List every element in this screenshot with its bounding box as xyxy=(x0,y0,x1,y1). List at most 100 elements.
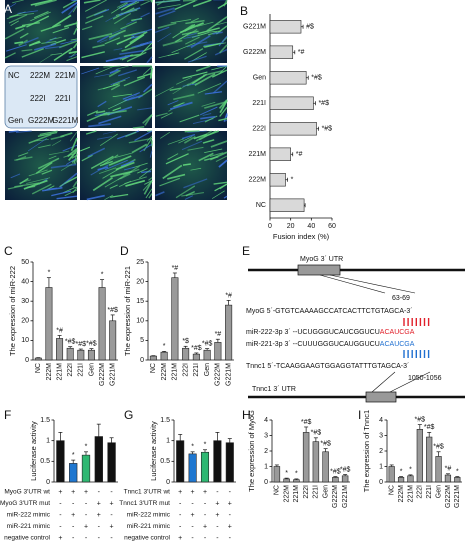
table-sign: + xyxy=(84,523,88,530)
x-tick-label: 222I xyxy=(67,363,74,377)
fiber xyxy=(139,143,153,153)
fiber xyxy=(15,130,32,133)
table-sign: - xyxy=(110,489,113,496)
table-sign: - xyxy=(98,535,101,542)
table-row-label: negative control xyxy=(4,535,50,542)
fiber xyxy=(10,173,21,179)
significance: *#$ xyxy=(202,340,213,347)
fiber xyxy=(95,65,115,75)
fiber xyxy=(17,10,38,14)
utr-box xyxy=(365,391,397,403)
fiber xyxy=(10,12,35,17)
x-tick-label: 20 xyxy=(287,223,295,230)
fiber xyxy=(200,106,218,116)
x-tick-label: 221I xyxy=(78,363,85,377)
fiber xyxy=(130,1,140,7)
table-sign: - xyxy=(59,523,62,530)
bar xyxy=(269,96,314,110)
fiber xyxy=(64,189,78,197)
legend-entry: 221I xyxy=(55,94,71,103)
bar xyxy=(225,304,233,361)
fiber xyxy=(81,25,93,31)
y-tick-label: 10 xyxy=(136,318,144,325)
x-tick-label: G222M xyxy=(445,485,452,508)
fiber xyxy=(157,22,177,29)
x-tick-label: 40 xyxy=(307,223,315,230)
y-tick-label: 1.5 xyxy=(40,417,50,424)
fiber xyxy=(181,133,196,140)
bar xyxy=(426,436,433,483)
y-tick-label: 0.5 xyxy=(40,458,50,465)
legend-entry: NC xyxy=(8,71,20,80)
table-sign: + xyxy=(178,535,182,542)
fiber xyxy=(219,65,228,75)
fiber xyxy=(170,19,192,24)
fiber xyxy=(202,139,215,144)
fiber xyxy=(143,180,153,195)
fiber xyxy=(126,51,147,63)
table-sign: + xyxy=(215,512,219,519)
x-tick-label: NC xyxy=(35,363,42,373)
fiber xyxy=(149,67,153,79)
fiber xyxy=(123,166,135,171)
x-tick-label: 60 xyxy=(328,223,336,230)
fiber xyxy=(120,21,137,30)
y-tick-label: 0 xyxy=(379,479,383,486)
y-tick-label: 1 xyxy=(264,463,268,470)
table-sign: - xyxy=(72,535,75,542)
fiber xyxy=(79,146,91,152)
fiber xyxy=(4,52,16,59)
fiber xyxy=(41,40,57,44)
fiber xyxy=(14,156,33,161)
significance: * xyxy=(285,470,288,477)
fiber xyxy=(26,15,50,28)
y-tick-label: 221I xyxy=(252,100,266,107)
connector xyxy=(319,274,386,294)
bar xyxy=(192,353,200,361)
significance: *# xyxy=(225,292,232,299)
fiber xyxy=(103,110,127,115)
table-sign: - xyxy=(59,500,62,507)
fiber xyxy=(131,28,153,37)
fiber xyxy=(96,35,110,43)
y-tick-label: 40 xyxy=(21,278,29,285)
fiber xyxy=(154,26,170,33)
fiber xyxy=(60,163,74,172)
fiber xyxy=(184,130,200,133)
y-tick-label: 0 xyxy=(264,479,268,486)
fiber xyxy=(67,147,78,158)
fiber xyxy=(175,185,196,199)
table-sign: - xyxy=(179,500,182,507)
panel-label: C xyxy=(4,244,13,258)
bar xyxy=(200,451,210,483)
table-sign: - xyxy=(229,512,232,519)
x-tick-label: 222I xyxy=(417,485,424,499)
bar xyxy=(388,466,395,483)
table-row-label: miR-222 mimic xyxy=(7,512,51,519)
bar xyxy=(454,477,461,483)
fiber xyxy=(137,168,148,174)
bar xyxy=(94,436,103,483)
bar xyxy=(293,479,300,483)
fiber xyxy=(68,53,78,58)
fiber xyxy=(56,195,78,200)
fiber xyxy=(105,54,131,63)
fiber xyxy=(8,14,28,24)
y-axis-label: Luciferase activity xyxy=(29,421,38,481)
fiber xyxy=(193,133,208,140)
utr-box xyxy=(297,264,341,276)
fiber xyxy=(142,66,153,76)
fiber xyxy=(187,130,207,134)
fiber xyxy=(160,112,173,119)
table-row-label: negative control xyxy=(124,535,170,542)
fiber xyxy=(70,137,78,152)
fiber xyxy=(10,20,19,27)
fiber xyxy=(162,39,183,47)
bar xyxy=(56,440,65,483)
connector xyxy=(329,274,416,294)
bar xyxy=(269,122,317,136)
table-sign: - xyxy=(110,535,113,542)
x-tick-label: G221M xyxy=(454,485,461,508)
fiber xyxy=(155,112,168,117)
table-sign: - xyxy=(85,500,88,507)
